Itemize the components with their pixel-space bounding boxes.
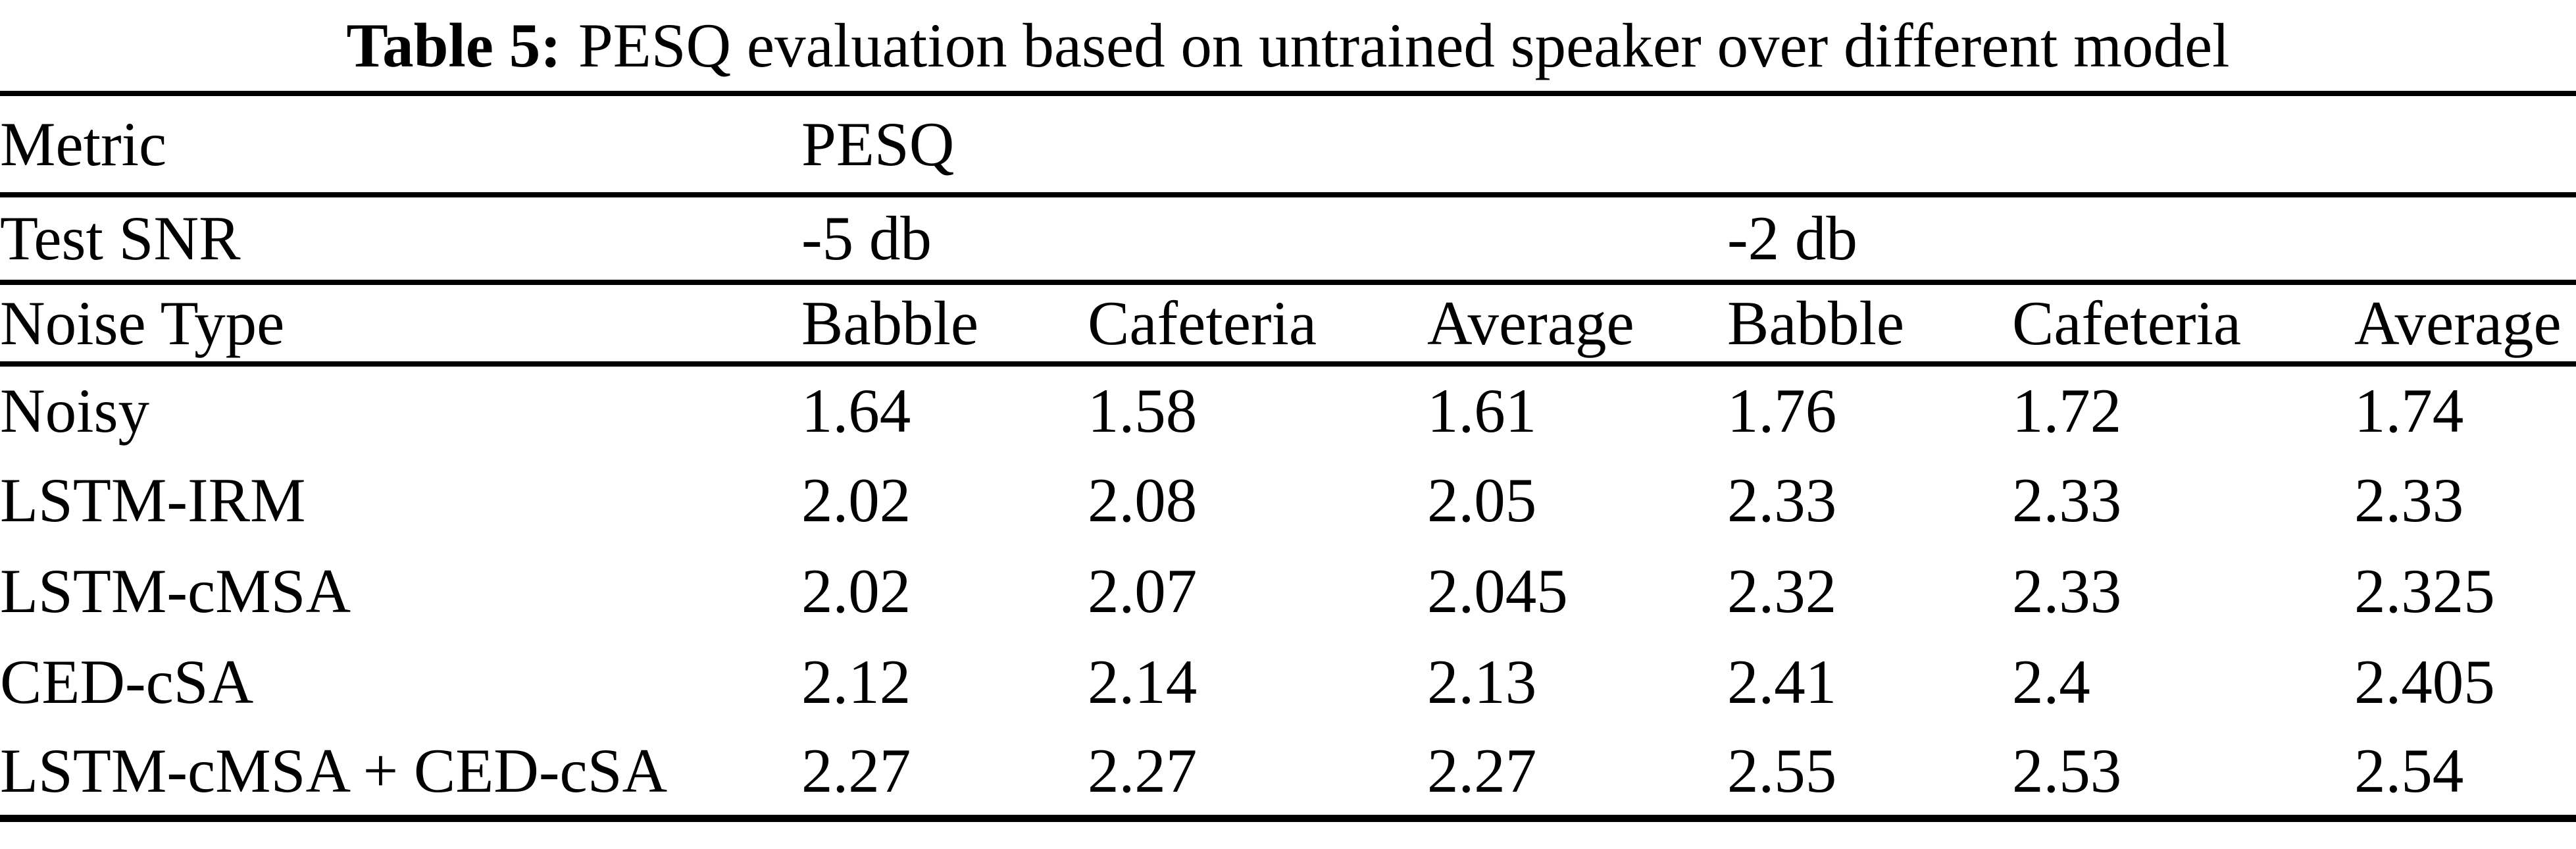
value-cell: 1.64 (801, 375, 911, 446)
value-cell: 2.405 (2354, 646, 2495, 717)
value-cell: 2.41 (1727, 646, 1837, 717)
noise-col-header-cell: Babble (1727, 282, 2012, 367)
value-cell: 2.045 (1427, 555, 1568, 626)
value-cell: 2.14 (1088, 646, 1198, 717)
snr-group-minus2db-cell: -2 db (1727, 195, 2576, 285)
value-cell: 2.55 (1727, 735, 1837, 806)
table-row-test-snr: Test SNR -5 db -2 db (0, 195, 2576, 285)
value-cell: 2.33 (2012, 465, 2122, 535)
value-cell: 1.58 (1088, 375, 1198, 446)
value-cell: 2.13 (1427, 646, 1537, 717)
value-cell: 2.27 (801, 735, 911, 806)
value-cell: 2.02 (801, 555, 911, 626)
table-caption: Table 5: PESQ evaluation based on untrain… (0, 0, 2576, 91)
table-row-metric: Metric PESQ (0, 93, 2576, 197)
table-row-noise-type: Noise Type Babble Cafeteria Average Babb… (0, 282, 2576, 367)
value-cell: 1.76 (1727, 375, 1837, 446)
value-cell: 1.72 (2012, 375, 2122, 446)
value-cell: 1.61 (1427, 375, 1537, 446)
model-name-cell: LSTM-IRM (0, 465, 306, 535)
value-cell: 2.33 (2354, 465, 2464, 535)
table-row-lstm-cmsa: LSTM-cMSA 2.02 2.07 2.045 2.32 2.33 2.32… (0, 546, 2576, 636)
noise-col-header-cell: Average (2354, 282, 2576, 367)
value-cell: 2.07 (1088, 555, 1198, 626)
metric-value-cell: PESQ (801, 93, 2576, 197)
noise-type-header-cell: Noise Type (0, 282, 801, 367)
value-cell: 2.33 (1727, 465, 1837, 535)
table-row-noisy: Noisy 1.64 1.58 1.61 1.76 1.72 1.74 (0, 364, 2576, 455)
value-cell: 1.74 (2354, 375, 2464, 446)
pesq-evaluation-table: Metric PESQ Test SNR -5 db -2 db Noise T… (0, 91, 2576, 822)
table-caption-text: PESQ evaluation based on untrained speak… (578, 11, 2230, 80)
snr-group-minus5db-cell: -5 db (801, 195, 1727, 285)
noise-col-header-cell: Cafeteria (1088, 282, 1427, 367)
model-name-cell: Noisy (0, 375, 149, 446)
table-row-lstm-cmsa-plus-ced-csa: LSTM-cMSA + CED-cSA 2.27 2.27 2.27 2.55 … (0, 727, 2576, 818)
value-cell: 2.53 (2012, 735, 2122, 806)
test-snr-header-cell: Test SNR (0, 195, 801, 285)
metric-header-cell: Metric (0, 93, 801, 197)
table-row-ced-csa: CED-cSA 2.12 2.14 2.13 2.41 2.4 2.405 (0, 636, 2576, 727)
value-cell: 2.08 (1088, 465, 1198, 535)
model-name-cell: CED-cSA (0, 646, 254, 717)
value-cell: 2.27 (1427, 735, 1537, 806)
value-cell: 2.05 (1427, 465, 1537, 535)
value-cell: 2.4 (2012, 646, 2090, 717)
table-row-lstm-irm: LSTM-IRM 2.02 2.08 2.05 2.33 2.33 2.33 (0, 455, 2576, 546)
noise-col-header-cell: Babble (801, 282, 1088, 367)
value-cell: 2.27 (1088, 735, 1198, 806)
value-cell: 2.54 (2354, 735, 2464, 806)
noise-col-header-cell: Average (1427, 282, 1727, 367)
value-cell: 2.33 (2012, 555, 2122, 626)
value-cell: 2.02 (801, 465, 911, 535)
noise-col-header-cell: Cafeteria (2012, 282, 2354, 367)
table-caption-label: Table 5: (346, 11, 561, 80)
value-cell: 2.325 (2354, 555, 2495, 626)
model-name-cell: LSTM-cMSA + CED-cSA (0, 735, 668, 806)
model-name-cell: LSTM-cMSA (0, 555, 351, 626)
value-cell: 2.12 (801, 646, 911, 717)
value-cell: 2.32 (1727, 555, 1837, 626)
